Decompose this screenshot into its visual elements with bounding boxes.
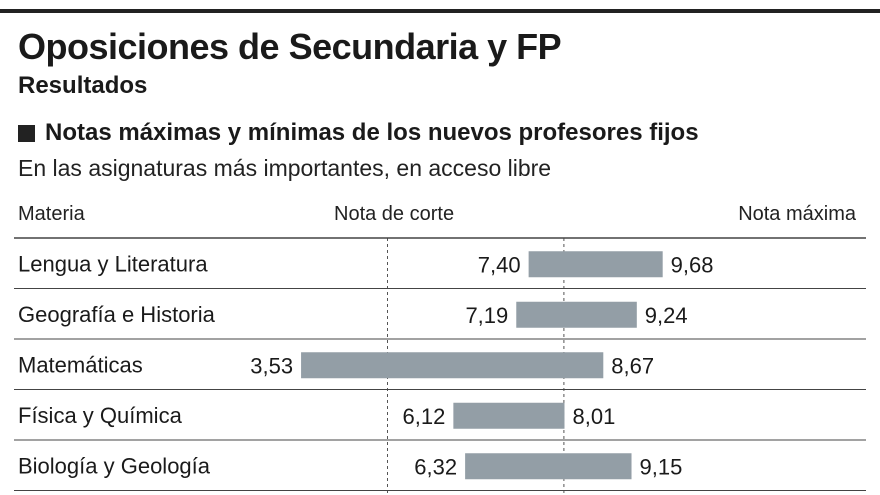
category-label: Matemáticas	[18, 352, 143, 377]
min-value-label: 7,19	[465, 303, 508, 328]
min-value-label: 7,40	[478, 252, 521, 277]
min-value-label: 6,32	[414, 454, 457, 479]
chart-title: Oposiciones de Secundaria y FP	[18, 26, 562, 67]
range-bar	[528, 251, 663, 278]
column-header-nota-maxima: Nota máxima	[738, 203, 856, 225]
min-value-label: 3,53	[250, 353, 293, 378]
max-value-label: 9,68	[671, 252, 714, 277]
section-title: Notas máximas y mínimas de los nuevos pr…	[45, 119, 699, 146]
section-subtitle: En las asignaturas más importantes, en a…	[18, 155, 552, 181]
column-header-nota-corte: Nota de corte	[334, 203, 455, 225]
column-header-materia: Materia	[18, 203, 85, 225]
max-value-label: 8,67	[611, 353, 654, 378]
min-value-label: 6,12	[403, 404, 446, 429]
chart-subtitle: Resultados	[18, 72, 148, 99]
range-bar	[465, 453, 632, 480]
square-bullet-icon	[18, 124, 35, 142]
category-label: Física y Química	[18, 403, 183, 428]
max-value-label: 9,15	[640, 454, 683, 479]
range-bar	[453, 402, 565, 429]
top-rule	[0, 0, 880, 14]
category-label: Geografía e Historia	[18, 302, 216, 327]
category-label: Lengua y Literatura	[18, 251, 208, 276]
max-value-label: 9,24	[645, 303, 688, 328]
section-heading: Notas máximas y mínimas de los nuevos pr…	[18, 119, 699, 147]
range-bar	[516, 301, 637, 328]
max-value-label: 8,01	[572, 404, 615, 429]
range-bar	[301, 352, 604, 379]
category-label: Biología y Geología	[18, 453, 211, 478]
